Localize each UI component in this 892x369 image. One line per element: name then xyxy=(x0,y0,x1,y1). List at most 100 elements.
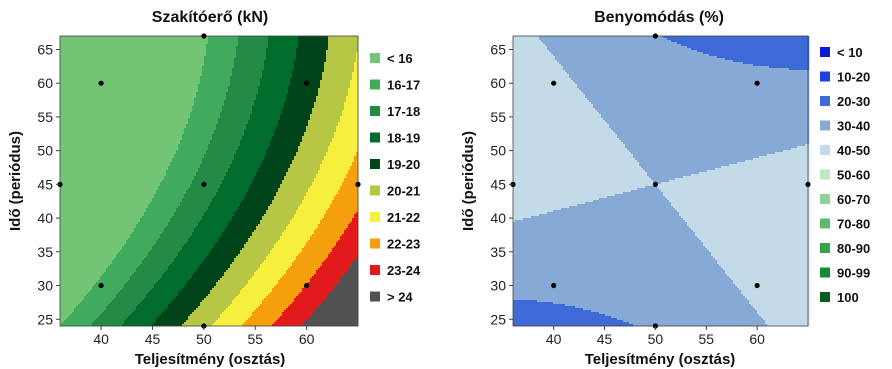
design-point xyxy=(805,182,810,187)
legend-label: 10-20 xyxy=(837,70,870,85)
y-tick-label: 60 xyxy=(490,75,506,91)
x-tick-label: 60 xyxy=(299,331,315,347)
y-tick-label: 60 xyxy=(37,75,53,91)
design-point xyxy=(304,81,309,86)
x-axis-ticks: 40 45 50 55 60 xyxy=(93,326,314,347)
y-tick-label: 30 xyxy=(490,278,506,294)
legend-swatch xyxy=(820,194,830,204)
x-tick-label: 40 xyxy=(546,331,562,347)
y-tick-label: 35 xyxy=(37,244,53,260)
legend-swatch xyxy=(820,96,830,106)
legend-swatch xyxy=(370,80,380,90)
y-tick-label: 30 xyxy=(37,278,53,294)
y-tick-label: 40 xyxy=(490,210,506,226)
y-tick-label: 25 xyxy=(37,311,53,327)
x-tick-label: 55 xyxy=(247,331,263,347)
legend-swatch xyxy=(370,186,380,196)
y-tick-label: 45 xyxy=(490,176,506,192)
legend-swatch xyxy=(820,145,830,155)
legend-label: 20-21 xyxy=(387,184,420,199)
x-tick-label: 45 xyxy=(145,331,161,347)
y-axis-label: Idő (periódus) xyxy=(7,131,24,231)
design-point xyxy=(201,33,206,38)
legend-swatch xyxy=(370,265,380,275)
legend-swatch xyxy=(820,219,830,229)
legend-swatch xyxy=(820,292,830,302)
x-tick-label: 55 xyxy=(698,331,714,347)
legend-swatch xyxy=(820,47,830,57)
y-tick-label: 65 xyxy=(490,41,506,57)
legend-label: < 10 xyxy=(837,45,863,60)
y-tick-label: 55 xyxy=(490,109,506,125)
legend-label: < 16 xyxy=(387,51,413,66)
legend: < 10 10-20 20-30 30-40 40-50 50-60 60-70 70-80 8… xyxy=(820,45,870,305)
x-tick-label: 40 xyxy=(93,331,109,347)
x-axis-ticks: 40 45 50 55 60 xyxy=(546,326,765,347)
legend: < 16 16-17 17-18 18-19 19-20 20-21 21-22 22-23 2… xyxy=(370,51,421,305)
y-tick-label: 55 xyxy=(37,109,53,125)
contour-regions xyxy=(513,36,809,326)
design-point xyxy=(755,283,760,288)
legend-label: 21-22 xyxy=(387,210,420,225)
legend-label: 30-40 xyxy=(837,119,870,134)
y-tick-label: 50 xyxy=(490,143,506,159)
x-axis-label: Teljesítmény (osztás) xyxy=(585,351,736,368)
legend-label: 17-18 xyxy=(387,104,420,119)
design-point xyxy=(304,283,309,288)
legend-swatch xyxy=(370,53,380,63)
chart-szakitoero: Szakítóerő (kN) 40 45 50 55 60 25 30 35 40 45 50 5… xyxy=(7,9,421,368)
legend-label: 90-99 xyxy=(837,266,870,281)
y-axis-ticks: 25 30 35 40 45 50 55 60 65 xyxy=(37,41,60,327)
x-tick-label: 50 xyxy=(648,331,664,347)
y-axis-label: Idő (periódus) xyxy=(460,131,477,231)
legend-swatch xyxy=(370,159,380,169)
design-point xyxy=(653,182,658,187)
legend-swatch xyxy=(370,292,380,302)
contour-regions xyxy=(60,36,358,326)
design-point xyxy=(755,81,760,86)
legend-label: 16-17 xyxy=(387,78,420,93)
y-tick-label: 25 xyxy=(490,311,506,327)
x-tick-label: 45 xyxy=(597,331,613,347)
legend-label: 23-24 xyxy=(387,263,421,278)
legend-swatch xyxy=(820,268,830,278)
chart-title: Benyomódás (%) xyxy=(594,9,724,26)
design-point xyxy=(201,182,206,187)
chart-title: Szakítóerő (kN) xyxy=(152,9,268,26)
legend-label: > 24 xyxy=(387,290,413,305)
legend-swatch xyxy=(370,239,380,249)
legend-label: 20-30 xyxy=(837,94,870,109)
legend-label: 22-23 xyxy=(387,237,420,252)
y-tick-label: 45 xyxy=(37,176,53,192)
design-point xyxy=(551,283,556,288)
design-point xyxy=(99,283,104,288)
legend-label: 80-90 xyxy=(837,241,870,256)
legend-swatch xyxy=(820,72,830,82)
legend-swatch xyxy=(820,243,830,253)
legend-label: 40-50 xyxy=(837,143,870,158)
legend-swatch xyxy=(370,133,380,143)
legend-label: 70-80 xyxy=(837,217,870,232)
chart-benyomodas: Benyomódás (%) 40 45 50 55 60 25 30 35 40 45 50 55… xyxy=(460,9,870,368)
legend-swatch xyxy=(370,106,380,116)
x-tick-label: 50 xyxy=(196,331,212,347)
x-tick-label: 60 xyxy=(749,331,765,347)
legend-label: 50-60 xyxy=(837,168,870,183)
legend-swatch xyxy=(820,121,830,131)
y-tick-label: 65 xyxy=(37,41,53,57)
y-tick-label: 50 xyxy=(37,143,53,159)
design-point xyxy=(653,33,658,38)
legend-label: 18-19 xyxy=(387,131,420,146)
x-axis-label: Teljesítmény (osztás) xyxy=(135,351,286,368)
legend-label: 19-20 xyxy=(387,157,420,172)
design-point xyxy=(551,81,556,86)
y-tick-label: 40 xyxy=(37,210,53,226)
design-point xyxy=(355,182,360,187)
y-axis-ticks: 25 30 35 40 45 50 55 60 65 xyxy=(490,41,513,327)
design-point xyxy=(99,81,104,86)
legend-label: 60-70 xyxy=(837,192,870,207)
legend-label: 100 xyxy=(837,290,859,305)
legend-swatch xyxy=(820,170,830,180)
y-tick-label: 35 xyxy=(490,244,506,260)
